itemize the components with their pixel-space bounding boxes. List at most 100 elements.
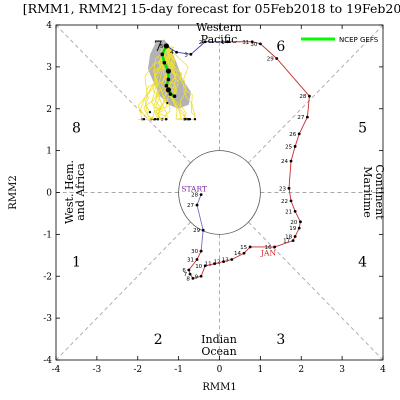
observed-january-day-label: 21 — [285, 209, 292, 215]
ensemble-mean-point — [168, 92, 173, 96]
x-tick-label: -1 — [174, 365, 183, 375]
observed-february-point — [175, 50, 178, 54]
observed-february-day-label: 2 — [199, 40, 203, 46]
x-tick-label: 0 — [217, 365, 223, 375]
observed-january-point — [305, 115, 309, 119]
ensemble-member-line — [145, 45, 175, 113]
observed-january-point — [242, 251, 246, 255]
phase-label-3: 3 — [276, 332, 285, 348]
observed-january-day-label: 28 — [299, 94, 306, 100]
observed-february-day-label: 5 — [160, 44, 164, 50]
grid-diagonal-sw — [56, 221, 191, 360]
observed-january-day-label: 31 — [187, 258, 194, 264]
unit-circle — [178, 150, 261, 235]
ensemble-mean-point — [162, 60, 167, 65]
ensemble-member-endpoint — [184, 118, 187, 121]
observed-january-day-label: 25 — [285, 144, 292, 150]
observed-january-day-label: 26 — [289, 132, 296, 138]
observed-start-point — [201, 228, 205, 232]
observed-january-point — [258, 42, 262, 46]
observed-january-point — [195, 258, 199, 261]
start-label: START — [181, 185, 207, 194]
observed-january-day-label: 14 — [234, 251, 241, 257]
observed-january-day-label: 20 — [290, 220, 297, 226]
ensemble-member-endpoint — [187, 118, 190, 121]
ensemble-mean-point — [163, 43, 169, 49]
observed-january-day-label: 29 — [267, 57, 274, 63]
observed-january-point — [297, 226, 301, 230]
ensemble-mean-point — [172, 94, 177, 98]
ensemble-mean-point — [164, 83, 169, 88]
y-tick-label: -2 — [43, 272, 52, 282]
region-label-indian-ocean-2: Ocean — [201, 345, 236, 358]
grid-diagonal-se — [248, 221, 383, 360]
x-tick-label: 1 — [258, 365, 264, 375]
phase-grid — [56, 25, 383, 360]
x-tick-label: -2 — [133, 365, 142, 375]
observed-january-day-label: 30 — [191, 249, 198, 255]
x-axis-label: RMM1 — [202, 382, 236, 393]
y-tick-label: 0 — [46, 189, 52, 199]
observed-january-point — [187, 268, 191, 272]
observed-january-point — [222, 260, 225, 263]
observed-february-point — [203, 40, 207, 44]
ensemble-member-line — [157, 45, 175, 120]
observed-january-point — [273, 245, 277, 249]
ensemble-member-endpoint — [148, 110, 152, 114]
observed-start-day-label: 28 — [191, 193, 198, 199]
x-tick-label: -3 — [92, 365, 101, 375]
observed-january-point — [213, 262, 216, 266]
observed-january-point — [275, 57, 279, 60]
ensemble-mean-point — [166, 77, 171, 82]
observed-february-day-label: 3 — [184, 52, 188, 58]
observed-january-day-label: 10 — [195, 264, 202, 270]
observed-january-day-label: 23 — [279, 186, 286, 192]
y-tick-label: 4 — [46, 21, 52, 31]
phase-label-7: 7 — [154, 39, 163, 55]
y-tick-label: 1 — [46, 147, 52, 157]
ensemble-mean-point — [165, 87, 172, 93]
x-tick-label: 2 — [298, 365, 304, 375]
observed-february-day-label: 1 — [221, 40, 225, 46]
observed-start-day-label: 27 — [187, 203, 194, 209]
region-label-western-pacific-1: Western — [196, 21, 242, 34]
observed-january-day-label: 8 — [186, 276, 190, 282]
observed-january-point — [287, 186, 291, 190]
legend-label: NCEP GEFS — [339, 36, 379, 44]
observed-january-point — [289, 159, 293, 163]
observed-january-day-label: 7 — [184, 272, 188, 278]
observed-january-day-label: 30 — [250, 42, 257, 48]
observed-start-line — [196, 194, 204, 252]
y-tick-label: -3 — [43, 314, 52, 324]
observed-january-point — [293, 235, 297, 238]
observed-january-day-label: 15 — [240, 245, 247, 251]
observed-january-day-label: 13 — [222, 258, 229, 264]
observed-january-day-label: 16 — [265, 245, 272, 251]
observed-january-point — [248, 245, 252, 249]
observed-february-day-label: 4 — [170, 50, 174, 56]
observed-january-point — [191, 276, 195, 280]
y-tick-label: -1 — [43, 230, 52, 240]
ensemble-member-endpoint — [142, 118, 146, 121]
observed-january-day-label: 9 — [195, 274, 199, 280]
observed-january-point — [289, 199, 293, 203]
grid-diagonal-ne — [248, 25, 383, 164]
observed-start-point — [199, 193, 203, 196]
observed-january-day-label: 18 — [285, 234, 292, 240]
x-tick-label: 4 — [380, 365, 386, 375]
region-label-indian-ocean-1: Indian — [201, 333, 237, 346]
phase-label-4: 4 — [358, 255, 367, 271]
observed-january-day-label: 6 — [182, 268, 186, 274]
phase-label-1: 1 — [72, 255, 81, 271]
observed-january-point — [297, 132, 301, 136]
observed-january-point — [188, 272, 192, 276]
phase-label-5: 5 — [358, 121, 367, 137]
region-label-west-hem-2: and Africa — [74, 163, 87, 221]
observed-january-day-label: 11 — [205, 262, 212, 268]
ensemble-mean-point — [160, 52, 165, 57]
observed-january-point — [299, 220, 302, 224]
ensemble-member-endpoint — [156, 118, 159, 121]
observed-january-day-label: 31 — [242, 40, 249, 46]
